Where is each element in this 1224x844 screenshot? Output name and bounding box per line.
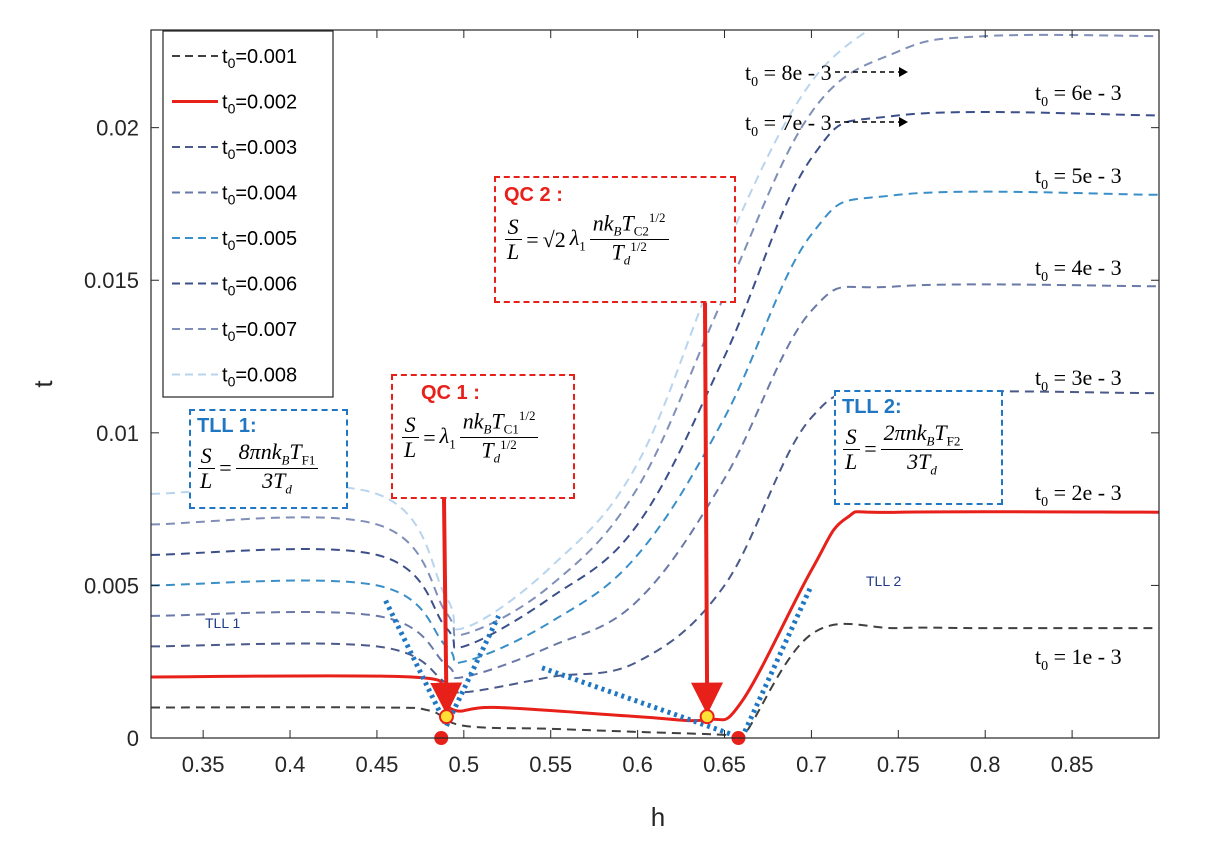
critical-point-qc1 (438, 709, 454, 725)
x-tick-label: 0.8 (970, 752, 1001, 777)
series-line-8 (151, 30, 872, 631)
x-tick-label: 0.85 (1051, 752, 1094, 777)
series-label-8: t0 = 8e - 3 (745, 60, 832, 90)
series-label-arrowhead (899, 117, 908, 127)
x-axis-label: h (651, 802, 665, 832)
series-line-5 (151, 190, 1159, 665)
series-line-6 (151, 111, 1159, 650)
legend-label-2: t0=0.002 (222, 92, 297, 117)
legend-label-5: t0=0.005 (222, 228, 297, 253)
series-label-3: t0 = 3e - 3 (1035, 365, 1122, 395)
series-line-4 (151, 283, 1159, 680)
series-label-1: t0 = 1e - 3 (1035, 644, 1122, 674)
legend-label-1: t0=0.001 (222, 46, 297, 71)
arrow-qc2 (691, 302, 724, 715)
x-tick-label: 0.35 (182, 752, 225, 777)
y-tick-label: 0.015 (84, 268, 139, 293)
axes: 0.35 0.4 0.45 0.5 0.55 0.6 0.65 0.7 0.75 0.8 0.85 0… (84, 29, 1160, 777)
tll2-title: TLL 2: (842, 396, 902, 418)
guide-line-1 (383, 599, 449, 727)
x-tick-label: 0.75 (877, 752, 920, 777)
legend-label-8: t0=0.008 (222, 365, 297, 390)
legend-label-6: t0=0.006 (222, 274, 297, 299)
series-line-2 (151, 510, 1159, 723)
legend-label-4: t0=0.004 (222, 183, 297, 208)
y-tick-label: 0 (127, 726, 139, 751)
critical-point-qc2 (699, 709, 715, 725)
qc1-title: QC 1 : (421, 382, 480, 404)
legend: t0=0.001 t0=0.002 t0=0.003 t0=0.004 t0=0.005… (162, 30, 334, 398)
guide-layer (383, 584, 814, 741)
x-tick-label: 0.7 (796, 752, 827, 777)
x-tick-label: 0.65 (703, 752, 746, 777)
guide-line-3 (541, 665, 743, 741)
series-label-7: t0 = 7e - 3 (745, 110, 832, 140)
legend-label-7: t0=0.007 (222, 319, 297, 344)
legend-label-3: t0=0.003 (222, 137, 297, 162)
series-label-6: t0 = 6e - 3 (1035, 80, 1122, 110)
axes-frame (150, 29, 1160, 739)
x-tick-label: 0.5 (449, 752, 480, 777)
y-tick-label: 0.005 (84, 573, 139, 598)
qc2-title: QC 2 : (504, 184, 563, 206)
x-tick-label: 0.45 (356, 752, 399, 777)
series-label-5: t0 = 5e - 3 (1035, 163, 1122, 193)
series-line-1 (151, 622, 1159, 738)
series-labels: t0 = 1e - 3 t0 = 2e - 3 t0 = 3e - 3 t0 = 4e… (745, 60, 1122, 674)
tll1-title: TLL 1: (197, 415, 257, 437)
legend-box (162, 30, 334, 398)
y-tick-label: 0.02 (96, 116, 139, 141)
arrow-layer (430, 302, 724, 715)
series-label-2: t0 = 2e - 3 (1035, 480, 1122, 510)
series-label-4: t0 = 4e - 3 (1035, 255, 1122, 285)
series-line-7 (151, 33, 1159, 637)
series-label-arrowhead (899, 67, 908, 77)
series-layer (151, 30, 1159, 738)
x-tick-label: 0.4 (275, 752, 306, 777)
y-axis-label: t (28, 380, 58, 388)
region-label-tll1: TLL 1 (205, 615, 240, 631)
x-tick-label: 0.55 (529, 752, 572, 777)
y-tick-label: 0.01 (96, 421, 139, 446)
arrow-qc1 (430, 498, 463, 715)
x-tick-label: 0.6 (622, 752, 653, 777)
region-label-tll2: TLL 2 (866, 573, 901, 589)
